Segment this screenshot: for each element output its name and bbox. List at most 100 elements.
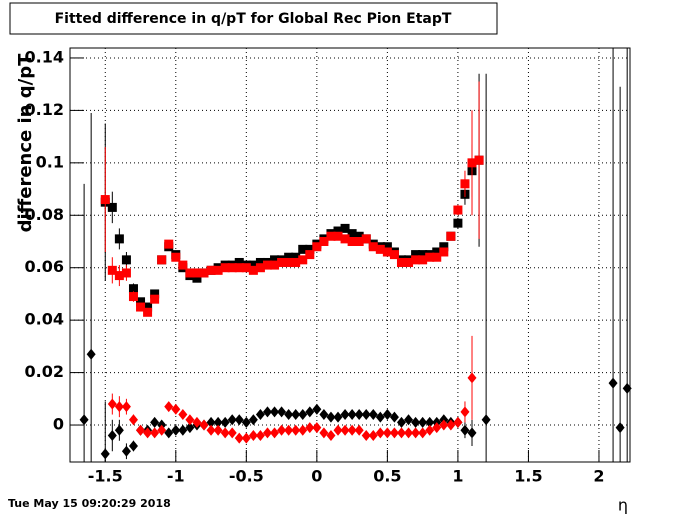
data-point [404,414,414,426]
plot-frame [69,47,631,463]
data-point [439,419,449,431]
data-point [382,427,392,439]
data-point [270,427,280,439]
data-point [114,234,124,244]
data-point [136,424,146,436]
data-point [354,231,364,241]
data-point [291,257,301,267]
data-point [389,250,399,260]
data-point [368,242,378,252]
data-point [192,268,202,278]
data-point [375,244,385,254]
data-point [128,284,138,294]
data-point [192,273,202,283]
data-point [255,430,265,442]
data-point [114,271,124,281]
data-point [368,430,378,442]
data-point [157,255,167,265]
data-point [227,263,237,273]
data-point [171,252,181,262]
data-point [446,419,456,431]
data-point [121,445,131,457]
data-point [114,424,124,436]
data-point [319,427,329,439]
data-point [615,422,625,434]
data-point [178,409,188,421]
x-tick-label: 1.5 [514,467,542,486]
data-point [107,265,117,275]
data-point [136,297,146,307]
data-point [213,424,223,436]
data-point [404,257,414,267]
y-tick-label: 0.04 [25,310,64,329]
data-point [107,202,117,212]
data-point [333,411,343,423]
data-point [425,416,435,428]
data-point [411,416,421,428]
data-point [284,257,294,267]
data-point [213,265,223,275]
data-point [418,427,428,439]
data-point [291,424,301,436]
data-point [396,427,406,439]
data-point [326,231,336,241]
x-tick-label: 1 [452,467,463,486]
data-point [157,424,167,436]
data-point [347,409,357,421]
data-point [291,409,301,421]
data-point [411,427,421,439]
data-point [439,242,449,252]
data-point [467,372,477,384]
data-point [333,424,343,436]
data-point [411,255,421,265]
data-point [298,255,308,265]
data-point [121,255,131,265]
data-point [227,427,237,439]
data-point [319,409,329,421]
data-point [319,236,329,246]
data-point [114,401,124,413]
y-tick-label: 0.02 [25,362,64,381]
x-tick-label: -1 [167,467,185,486]
data-point [361,409,371,421]
data-point [396,257,406,267]
x-tick-label: 2 [593,467,604,486]
data-point [460,406,470,418]
data-point [284,424,294,436]
data-point [143,307,153,317]
data-point [171,424,181,436]
data-point [164,239,174,249]
data-point [234,257,244,267]
data-point [241,263,251,273]
chart-title: Fitted difference in q/pT for Global Rec… [55,11,452,27]
x-axis-label: η [618,496,628,514]
data-point [354,424,364,436]
data-point [128,414,138,426]
data-point [312,422,322,434]
y-tick-label: 0.08 [25,205,64,224]
data-point [347,236,357,246]
data-point [432,247,442,257]
data-point [305,244,315,254]
data-point [396,416,406,428]
data-point [418,250,428,260]
data-point [284,409,294,421]
data-point [333,231,343,241]
data-point [241,432,251,444]
data-point [382,409,392,421]
data-point [411,250,421,260]
data-point [277,257,287,267]
x-tick-label: 0 [311,467,322,486]
y-tick-label: 0.1 [36,152,64,171]
data-point [382,247,392,257]
data-point [79,414,89,426]
data-point [467,427,477,439]
data-point [255,257,265,267]
data-point [404,427,414,439]
data-point [100,195,110,205]
data-point [262,427,272,439]
data-point [354,236,364,246]
data-point [178,424,188,436]
x-tick-label: 0.5 [373,467,401,486]
data-point [298,409,308,421]
